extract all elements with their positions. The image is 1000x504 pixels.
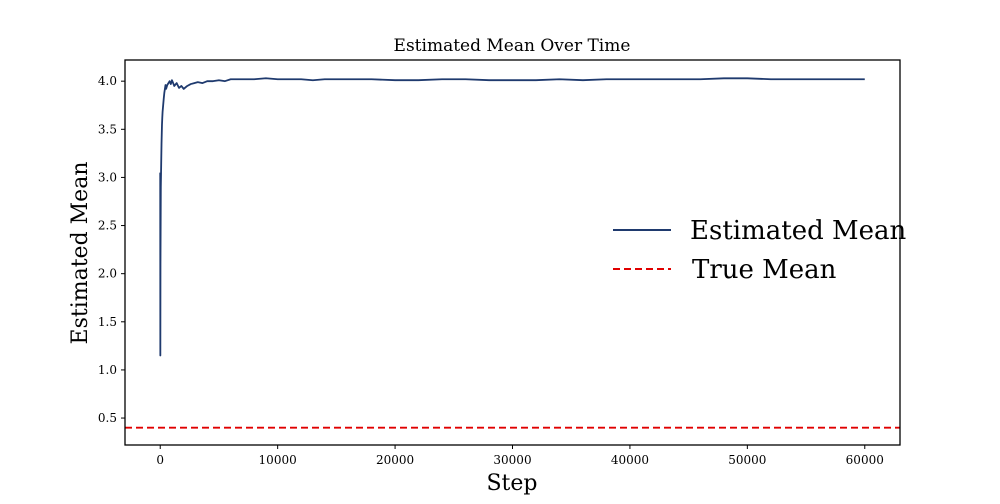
y-tick-label: 4.0 [98,74,117,88]
y-tick-label: 0.5 [98,411,117,425]
x-tick-label: 30000 [493,453,531,467]
x-tick-label: 20000 [376,453,414,467]
x-axis-title: Step [486,471,537,496]
y-axis-title: Estimated Mean [68,162,93,345]
x-tick-label: 40000 [611,453,649,467]
y-tick-label: 3.5 [98,122,117,136]
legend-label-estimated-mean: Estimated Mean [690,216,906,246]
y-tick-label: 2.5 [98,219,117,233]
plot-frame [124,59,901,446]
x-tick-label: 10000 [259,453,297,467]
legend-label-true-mean: True Mean [692,255,837,285]
plot-area: 0 10000 20000 30000 40000 50000 60000 0.5 1.0 1.5… [98,59,901,467]
x-tick-label: 60000 [846,453,884,467]
y-tick-label: 2.0 [98,267,117,281]
chart-title: Estimated Mean Over Time [394,36,631,56]
series-line-estimated-mean [159,77,865,357]
y-tick-label: 3.0 [98,170,117,184]
legend: Estimated Mean True Mean [613,216,906,285]
y-tick-label: 1.5 [98,315,117,329]
x-tick-label: 0 [156,453,164,467]
y-tick-label: 1.0 [98,363,117,377]
x-tick-label: 50000 [728,453,766,467]
